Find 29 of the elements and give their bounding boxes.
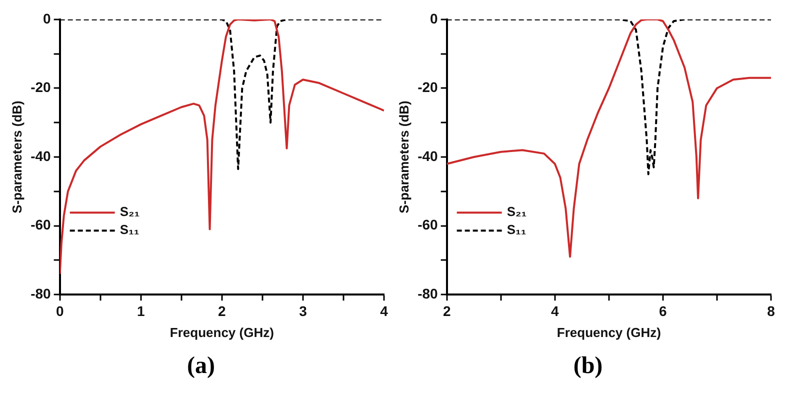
x-tick-label: 2 (218, 302, 226, 319)
x-tick-label: 4 (550, 302, 559, 319)
y-tick-label: -40 (30, 148, 52, 164)
x-tick-label: 8 (767, 302, 776, 319)
y-axis-title: S-parameters (dB) (396, 100, 412, 214)
y-tick-label: 0 (43, 10, 52, 26)
text: (b) (572, 353, 604, 380)
y-tick-label: -20 (418, 79, 438, 96)
x-tick-label: 4 (380, 302, 388, 319)
x-axis-title: Frequency (GHz) (170, 324, 274, 340)
y-axis-title: S-parameters (dB) (9, 100, 24, 214)
y-tick-label: 0 (430, 10, 438, 26)
legend-label: S₁₁ (120, 222, 140, 238)
y-tick-label: -60 (418, 216, 438, 233)
legend-label: S₂₁ (506, 204, 527, 220)
x-axis-title: Frequency (GHz) (556, 324, 661, 340)
y-tick-label: -20 (30, 79, 52, 96)
x-tick-label: 1 (136, 302, 145, 319)
y-tick-label: -40 (418, 148, 438, 164)
x-tick-label: 0 (56, 302, 64, 319)
x-tick-label: 2 (442, 302, 451, 319)
y-tick-label: -60 (30, 216, 52, 233)
x-tick-label: 3 (299, 302, 308, 319)
x-tick-label: 6 (659, 302, 668, 319)
text: (a) (186, 353, 216, 380)
y-tick-label: -80 (30, 285, 52, 302)
legend-label: S₁₁ (506, 222, 526, 238)
legend-label: S₂₁ (120, 204, 140, 220)
y-tick-label: -80 (418, 285, 438, 302)
